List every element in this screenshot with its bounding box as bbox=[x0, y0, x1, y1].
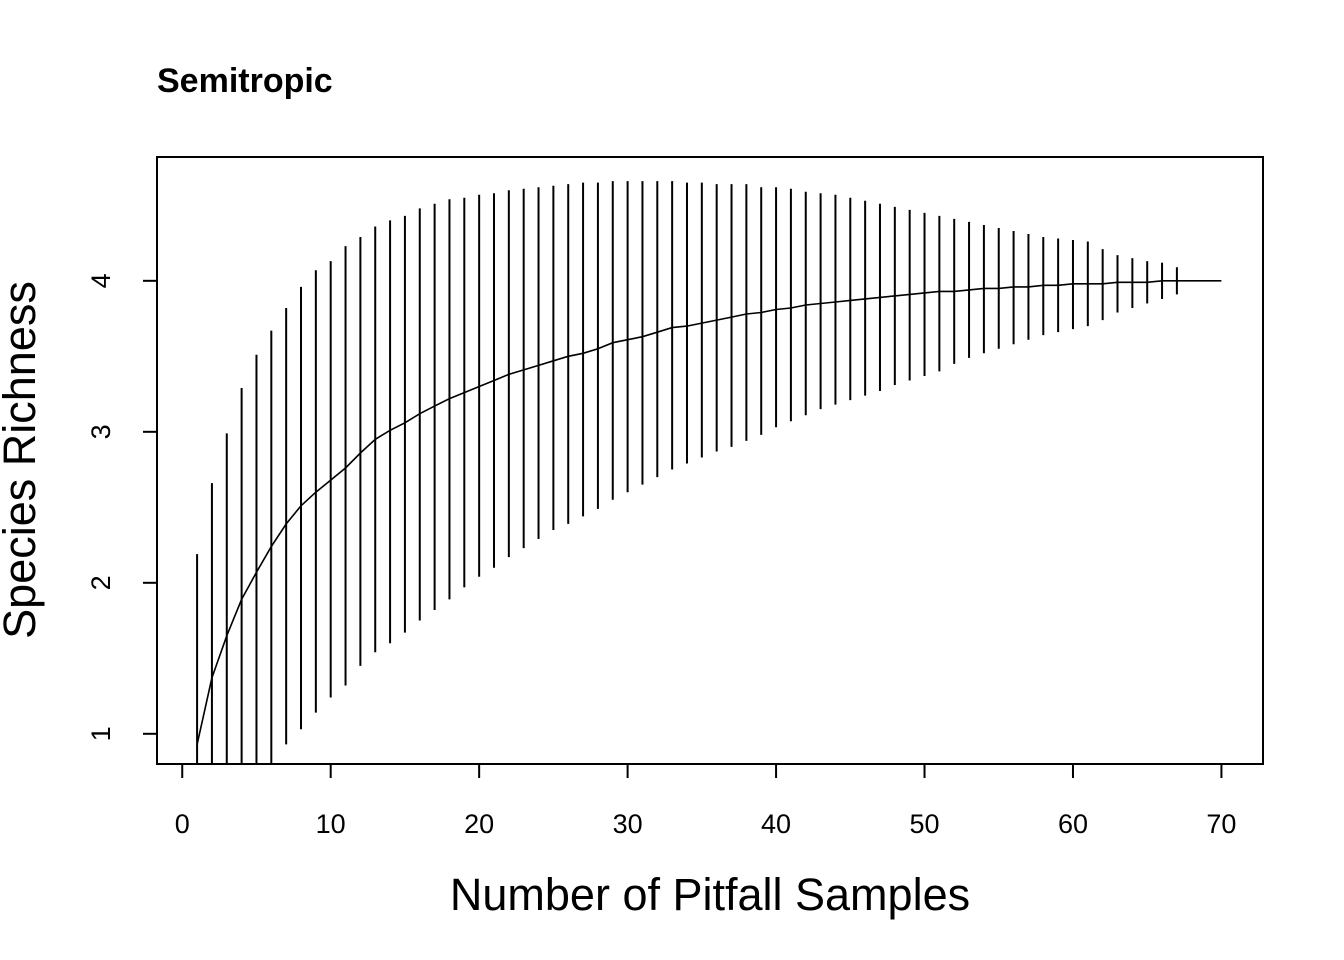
x-tick-label: 40 bbox=[761, 809, 791, 839]
x-tick-label: 0 bbox=[175, 809, 190, 839]
plot-layer bbox=[196, 181, 1222, 764]
y-tick-label: 2 bbox=[86, 575, 116, 590]
y-tick-label: 1 bbox=[86, 726, 116, 741]
y-axis: 1 2 3 4 bbox=[86, 273, 158, 741]
x-tick-label: 50 bbox=[909, 809, 939, 839]
x-tick-label: 70 bbox=[1206, 809, 1236, 839]
x-tick-label: 10 bbox=[316, 809, 346, 839]
y-tick-label: 4 bbox=[86, 273, 116, 288]
y-axis-title: Species Richness bbox=[0, 281, 45, 639]
chart-title: Semitropic bbox=[157, 62, 333, 100]
plot-frame bbox=[156, 156, 1264, 765]
x-axis-title: Number of Pitfall Samples bbox=[450, 869, 970, 920]
x-tick-label: 60 bbox=[1058, 809, 1088, 839]
x-axis: 0 10 20 30 40 50 60 70 bbox=[175, 763, 1236, 839]
y-tick-label: 3 bbox=[86, 424, 116, 439]
x-tick-label: 30 bbox=[613, 809, 643, 839]
mean-richness-line bbox=[196, 279, 1222, 745]
x-tick-label: 20 bbox=[464, 809, 494, 839]
